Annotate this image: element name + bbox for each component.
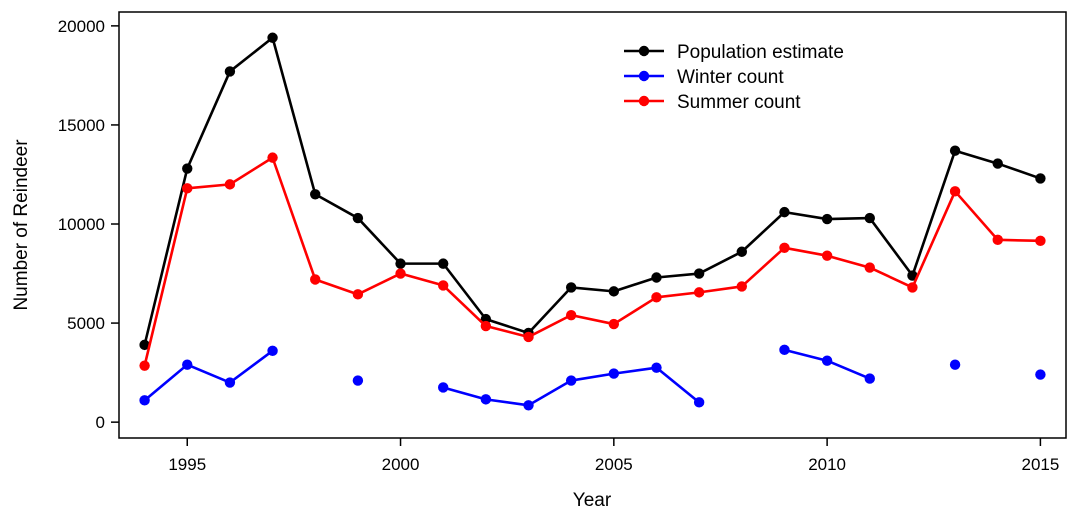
winter-count-point [565,375,577,386]
winter-count-point [608,368,620,379]
series-summer-count [139,152,1046,371]
winter-count-point [267,345,278,357]
legend-label: Summer count [677,92,801,113]
summer-count-point [182,183,193,194]
y-axis-title: Number of Reindeer [11,139,32,311]
winter-count-point [1035,369,1046,380]
x-tick-label: 2000 [382,455,420,474]
summer-count-point [992,234,1003,246]
y-tick-label: 15000 [58,116,105,135]
y-axis: 0 5000 10000 15000 20000 [58,17,119,432]
x-tick-label: 2010 [808,455,846,474]
population-estimate-point [267,32,278,43]
y-tick-label: 5000 [67,314,105,333]
winter-count-point [864,373,875,384]
x-tick-label: 1995 [168,455,206,474]
x-tick-label: 2015 [1021,455,1059,474]
population-estimate-point [437,258,449,269]
summer-count-line [143,156,1041,366]
summer-count-point [949,186,961,197]
summer-count-point [779,242,790,253]
summer-count-point [139,360,150,371]
summer-count-point [267,152,278,163]
summer-count-point [437,280,449,291]
x-tick-label: 2005 [595,455,633,474]
summer-count-point [352,289,364,300]
population-estimate-point [949,145,961,156]
winter-count-point [523,400,534,411]
y-tick-label: 0 [96,413,105,432]
summer-count-point [395,268,406,279]
plot-frame [118,11,1067,439]
winter-count-point [949,359,961,370]
legend-label: Winter count [677,67,784,88]
summer-count-point [651,292,662,303]
winter-count-point [139,395,150,406]
summer-count-point [864,262,875,273]
population-estimate-point [779,206,790,218]
winter-count-line [143,349,274,402]
legend-item-population-estimate: Population estimate [624,42,844,63]
series-winter-count [139,344,1046,411]
summer-count-point [310,274,321,285]
series-population-estimate [139,32,1046,351]
population-estimate-point [565,282,577,293]
legend-swatch-marker [638,70,650,82]
population-estimate-point [608,286,620,297]
summer-count-point [224,179,236,190]
population-estimate-point [224,66,236,77]
population-estimate-point [864,212,875,224]
population-estimate-point [182,163,193,174]
population-estimate-point [1035,173,1046,184]
legend: Population estimate Winter count Summer co… [624,42,844,113]
winter-count-point [779,344,790,356]
winter-count-point [437,382,449,393]
winter-count-point [651,362,662,373]
y-tick-label: 10000 [58,215,105,234]
summer-count-point [736,281,748,292]
population-estimate-point [821,213,833,225]
legend-item-summer-count: Summer count [624,92,801,113]
x-axis-title: Year [573,490,612,510]
population-estimate-point [693,268,705,279]
population-estimate-line [143,36,1041,346]
winter-count-point [693,397,705,408]
legend-label: Population estimate [677,42,844,63]
summer-count-point [693,287,705,298]
summer-count-point [907,282,918,293]
summer-count-point [480,320,492,332]
population-estimate-point [395,258,406,269]
winter-count-point [821,355,833,366]
summer-count-point [821,250,833,261]
summer-count-point [565,309,577,321]
population-estimate-point [352,212,364,224]
x-axis: 1995 2000 2005 2010 2015 [168,438,1059,474]
winter-count-point [182,359,193,370]
population-estimate-point [736,246,748,257]
legend-swatch-marker [638,45,650,57]
population-estimate-point [992,158,1003,169]
legend-swatch-marker [638,95,650,107]
population-estimate-point [310,189,321,200]
legend-item-winter-count: Winter count [624,67,784,88]
y-tick-label: 20000 [58,17,105,36]
population-estimate-point [907,270,918,281]
winter-count-point [224,377,236,388]
population-estimate-point [139,339,150,351]
summer-count-point [523,331,534,343]
population-estimate-point [651,272,662,283]
summer-count-point [1035,235,1046,247]
series-layer [139,32,1046,411]
winter-count-point [480,394,492,405]
summer-count-point [608,318,620,330]
winter-count-point [352,375,364,386]
